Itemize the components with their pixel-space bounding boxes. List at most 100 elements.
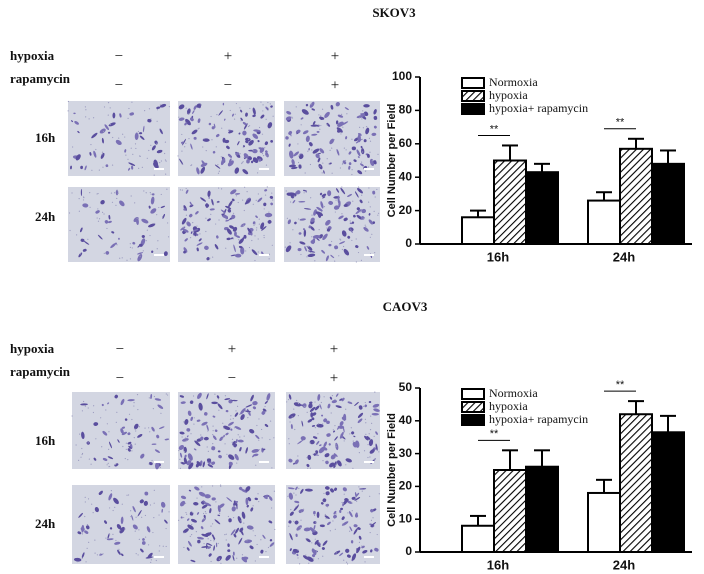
pore	[75, 444, 77, 446]
cell	[236, 503, 238, 510]
pore	[339, 238, 341, 240]
cell	[372, 190, 376, 195]
cell	[245, 447, 248, 454]
pore	[179, 458, 181, 460]
cell	[313, 524, 316, 531]
cell	[160, 205, 166, 209]
pore	[107, 462, 109, 464]
pore	[297, 549, 299, 551]
cell	[302, 228, 306, 231]
pore	[347, 512, 349, 514]
pore	[136, 217, 138, 219]
pore	[313, 558, 315, 560]
pore	[185, 214, 188, 216]
cell	[204, 412, 208, 416]
cell	[230, 189, 237, 195]
pore	[351, 510, 353, 512]
pore	[377, 153, 379, 155]
pore	[334, 528, 336, 530]
cell	[246, 504, 249, 508]
cell	[244, 199, 251, 205]
pore	[271, 507, 273, 509]
cell	[328, 243, 332, 247]
cell	[323, 418, 328, 423]
cell	[361, 208, 367, 214]
cell	[334, 550, 341, 555]
cell	[214, 519, 221, 525]
pore	[326, 227, 328, 229]
pore	[125, 448, 127, 450]
cell	[204, 502, 212, 507]
pore	[343, 440, 345, 442]
cell	[305, 538, 311, 543]
cell	[196, 242, 203, 246]
pore	[335, 552, 337, 554]
cell	[329, 396, 333, 400]
pore	[162, 545, 164, 547]
cell	[304, 488, 313, 492]
pore	[297, 455, 299, 457]
cell	[198, 238, 202, 242]
pore	[265, 164, 268, 166]
cell	[222, 137, 226, 143]
y-tick-label: 30	[399, 446, 413, 460]
cell	[94, 506, 99, 513]
pore	[196, 497, 198, 499]
bar	[525, 171, 559, 245]
pore	[225, 247, 227, 249]
pore	[322, 555, 324, 557]
pore	[183, 516, 185, 519]
cell	[192, 228, 199, 232]
pore	[142, 250, 144, 252]
cell	[185, 118, 191, 126]
cell	[137, 252, 144, 255]
condition-sign: +	[228, 341, 236, 357]
pore	[349, 433, 351, 435]
cell	[86, 525, 90, 530]
cell	[314, 405, 320, 411]
pore	[331, 395, 334, 397]
pore	[141, 516, 143, 518]
cell	[105, 164, 109, 168]
legend-label: hypoxia	[489, 399, 528, 413]
significance-label: **	[616, 379, 625, 391]
micrograph-bg	[178, 485, 275, 564]
pore	[107, 102, 110, 104]
cell	[235, 152, 240, 156]
cell	[252, 133, 259, 139]
cell	[189, 400, 194, 404]
pore	[178, 519, 180, 521]
cell	[354, 401, 359, 407]
pore	[247, 125, 250, 128]
cell	[305, 103, 309, 107]
cell	[353, 159, 357, 163]
pore	[268, 253, 271, 255]
pore	[346, 113, 348, 115]
pore	[139, 155, 141, 157]
bar	[587, 491, 621, 553]
pore	[335, 446, 337, 448]
cell	[200, 436, 204, 441]
cell	[373, 408, 380, 412]
cell	[183, 457, 188, 465]
cell	[194, 486, 200, 491]
pore	[290, 509, 292, 511]
pore	[261, 437, 263, 439]
cell	[234, 167, 240, 174]
cell	[354, 496, 361, 501]
pore	[369, 236, 371, 238]
bar	[651, 162, 685, 245]
scale-bar	[154, 254, 164, 256]
pore	[212, 430, 214, 432]
pore	[107, 114, 109, 116]
y-tick-label: 80	[399, 103, 413, 117]
cell	[106, 538, 114, 541]
pore	[370, 519, 373, 521]
pore	[269, 438, 271, 441]
cell	[307, 419, 313, 423]
cell	[150, 208, 157, 214]
cell	[288, 458, 293, 463]
y-axis-label: Cell Number per Field	[386, 104, 398, 218]
pore	[305, 538, 307, 540]
cell	[351, 496, 356, 500]
